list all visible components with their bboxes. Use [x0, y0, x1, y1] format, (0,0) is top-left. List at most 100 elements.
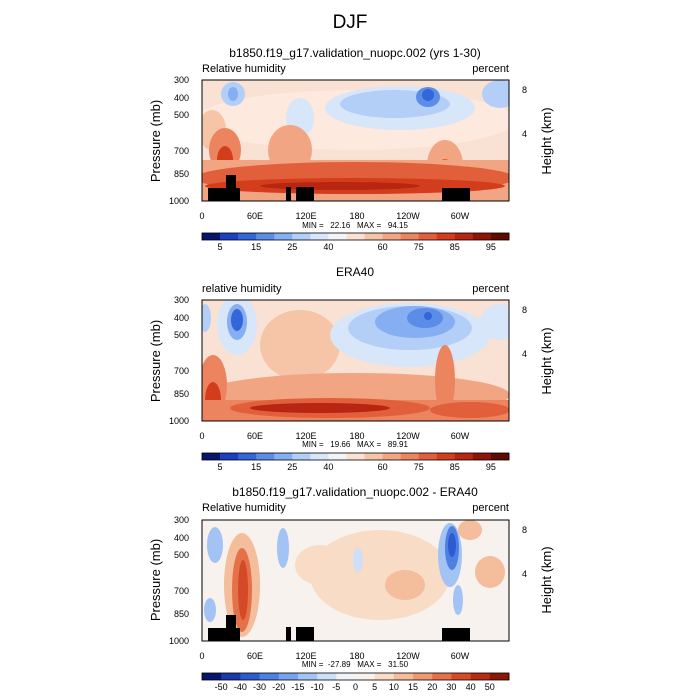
y-tick-label: 400	[174, 313, 189, 323]
y-tick-label: 300	[174, 295, 189, 305]
x-tick-label: 60W	[451, 651, 470, 661]
colorbar-swatch	[355, 673, 375, 680]
colorbar-swatch	[202, 453, 221, 460]
x-axis: 0 60E 120E 180 120W 60W	[199, 651, 469, 661]
colorbar-swatch	[346, 453, 365, 460]
colorbar-swatch	[400, 453, 420, 460]
colorbar-swatch	[454, 453, 474, 460]
colorbar-tick-label: 75	[414, 242, 424, 252]
colorbar-tick-label: 60	[378, 462, 388, 472]
colorbar-tick-label: 5	[218, 242, 223, 252]
colorbar-swatch	[240, 673, 260, 680]
colorbar-swatch	[336, 673, 356, 680]
colorbar-tick-label: 15	[251, 242, 261, 252]
colorbar-tick-label: 95	[486, 242, 496, 252]
colorbar-swatch	[490, 233, 510, 240]
colorbar-swatch	[274, 453, 293, 460]
colorbar-tick-label: -30	[253, 682, 266, 692]
colorbar-swatch	[382, 453, 401, 460]
colorbar-tick-label: 30	[446, 682, 456, 692]
colorbar-tick-label: 75	[414, 462, 424, 472]
y-tick-label: 500	[174, 330, 189, 340]
units-label: percent	[472, 63, 509, 75]
colorbar-tick-label: 5	[218, 462, 223, 472]
y-axis-title: Pressure (mb)	[148, 320, 163, 402]
y-axis-title: Pressure (mb)	[148, 100, 163, 182]
y-axis: 300 400 500 700 850 1000	[169, 295, 189, 426]
y-tick-label: 400	[174, 93, 189, 103]
x-tick-label: 120W	[396, 651, 420, 661]
y-tick-label: 1000	[169, 416, 189, 426]
colorbar-swatch	[393, 673, 414, 680]
colorbar-swatch	[297, 673, 318, 680]
colorbar-swatch	[418, 233, 438, 240]
y-axis-right-title: Height (km)	[539, 546, 554, 613]
colorbar-frame	[201, 672, 510, 681]
colorbar-swatch	[238, 453, 257, 460]
colorbar-tick-label: -50	[215, 682, 228, 692]
colorbar-tick-label: 85	[450, 242, 460, 252]
panel-title: b1850.f19_g17.validation_nuopc.002 - ERA…	[232, 485, 478, 499]
colorbar-swatch	[413, 673, 433, 680]
height-tick-label: 8	[522, 305, 527, 315]
colorbar-tick-label: 25	[287, 242, 297, 252]
colorbar-swatch	[328, 453, 347, 460]
colorbar-swatch	[472, 233, 492, 240]
x-tick-label: 120W	[396, 431, 420, 441]
colorbar-swatch	[346, 233, 365, 240]
y-tick-label: 850	[174, 609, 189, 619]
variable-label: Relative humidity	[202, 63, 286, 75]
min-max-stats: MIN = 22.16 MAX = 94.15	[302, 221, 408, 230]
x-tick-label: 180	[349, 431, 364, 441]
x-tick-label: 180	[349, 211, 364, 221]
colorbar-tick-label: 40	[466, 682, 476, 692]
colorbar-swatch	[292, 233, 311, 240]
y-tick-label: 400	[174, 533, 189, 543]
x-tick-label: 120E	[295, 651, 316, 661]
colorbar-swatch	[220, 233, 239, 240]
heatmap-field	[202, 80, 509, 201]
x-axis: 0 60E 120E 180 120W 60W	[199, 211, 469, 221]
x-tick-label: 0	[199, 651, 204, 661]
y-tick-label: 700	[174, 586, 189, 596]
colorbar-swatch	[256, 233, 275, 240]
y-axis: 300 400 500 700 850 1000	[169, 515, 189, 646]
min-max-stats: MIN = -27.89 MAX = 31.50	[302, 660, 409, 669]
colorbar-tick-label: 40	[323, 462, 333, 472]
plot-frame	[201, 519, 510, 642]
x-tick-label: 120E	[295, 211, 316, 221]
y-axis: 300 400 500 700 850 1000	[169, 75, 189, 206]
x-tick-label: 0	[199, 431, 204, 441]
heatmap-field	[202, 520, 509, 641]
colorbar-swatch	[328, 233, 347, 240]
y-tick-label: 300	[174, 75, 189, 85]
colorbar-tick-label: -15	[291, 682, 304, 692]
plot-frame	[201, 79, 510, 202]
x-tick-label: 60W	[451, 211, 470, 221]
x-tick-label: 120W	[396, 211, 420, 221]
colorbar-swatch	[256, 453, 275, 460]
x-tick-label: 120E	[295, 431, 316, 441]
y-tick-label: 1000	[169, 196, 189, 206]
colorbar-swatch	[259, 673, 280, 680]
colorbar-swatch	[418, 453, 438, 460]
y-axis-right: 8 4	[522, 305, 527, 359]
colorbar-frame	[201, 232, 510, 241]
colorbar: -50 -40 -30 -20 -15 -10 -5 0 5 10 15 20 30 40 50	[201, 672, 510, 692]
colorbar-tick-label: 40	[323, 242, 333, 252]
panel-title: b1850.f19_g17.validation_nuopc.002 (yrs …	[229, 46, 481, 60]
colorbar-swatch	[470, 673, 491, 680]
colorbar-swatch	[202, 233, 221, 240]
y-tick-label: 500	[174, 110, 189, 120]
figure-title: DJF	[333, 12, 368, 33]
x-tick-label: 0	[199, 211, 204, 221]
colorbar-tick-label: 25	[287, 462, 297, 472]
y-tick-label: 300	[174, 515, 189, 525]
colorbar-swatch	[238, 233, 257, 240]
colorbar-swatch	[490, 453, 510, 460]
colorbar-swatch	[454, 233, 474, 240]
x-tick-label: 60E	[247, 431, 263, 441]
colorbar: 5 15 25 40 60 75 85 95	[201, 232, 510, 252]
x-tick-label: 60E	[247, 651, 263, 661]
colorbar-tick-label: -5	[332, 682, 340, 692]
